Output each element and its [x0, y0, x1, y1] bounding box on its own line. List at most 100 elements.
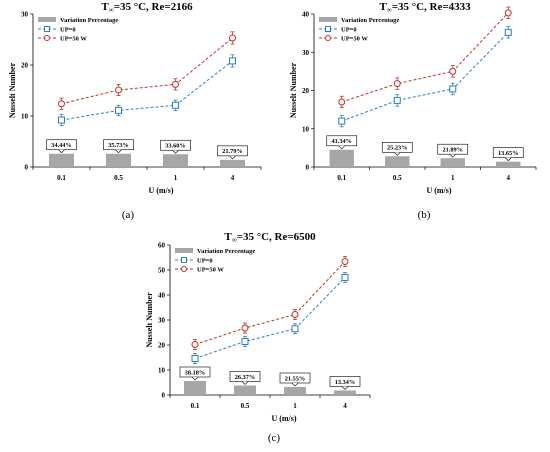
- x-axis-label: U (m/s): [148, 186, 173, 195]
- x-axis-label: U (m/s): [271, 414, 296, 423]
- x-tick-label: 4: [343, 402, 347, 410]
- legend-label: UP=50 W: [341, 36, 368, 43]
- series-point-circle: [504, 9, 512, 17]
- variation-label: 38.18%: [185, 369, 205, 376]
- variation-bar: [105, 153, 132, 167]
- variation-label: 26.37%: [235, 374, 255, 381]
- y-tick-label: 10: [158, 367, 166, 375]
- series-point-square: [172, 101, 179, 109]
- y-tick-label: 60: [158, 242, 166, 250]
- series-line-2: [194, 261, 346, 345]
- variation-label-pointer: [58, 149, 65, 154]
- series-point-circle: [191, 341, 199, 348]
- series-point-circle: [58, 100, 65, 108]
- legend-square: [181, 257, 187, 263]
- variation-bar: [496, 161, 521, 167]
- series-point-circle: [449, 67, 457, 75]
- legend-label: UP=0: [60, 27, 76, 34]
- variation-label: 25.23%: [387, 145, 407, 152]
- variation-label-pointer: [172, 150, 179, 154]
- legend-circle: [325, 35, 331, 41]
- y-tick-label: 50: [158, 267, 166, 275]
- series-point-square: [229, 57, 236, 65]
- variation-label-pointer: [338, 145, 345, 150]
- x-tick-label: 0.1: [191, 402, 200, 410]
- series-point-circle: [172, 80, 179, 88]
- variation-bar: [334, 390, 356, 395]
- series-line-1: [194, 277, 346, 359]
- variation-label-pointer: [229, 155, 236, 160]
- y-tick-label: 30: [21, 11, 29, 19]
- x-tick-label: 1: [293, 402, 297, 410]
- series-point-square: [291, 325, 299, 333]
- series-line-1: [61, 60, 233, 121]
- variation-label: 21.55%: [285, 375, 305, 382]
- x-tick-label: 1: [174, 174, 178, 182]
- variation-bar: [48, 153, 75, 167]
- series-point-circle: [115, 86, 122, 94]
- variation-bar: [284, 387, 306, 395]
- variation-label: 13.65%: [498, 150, 518, 157]
- legend-square: [44, 26, 50, 32]
- y-tick-label: 20: [21, 62, 29, 70]
- x-axis-label: U (m/s): [426, 186, 451, 195]
- y-tick-label: 30: [158, 317, 166, 325]
- legend-label: UP=50 W: [197, 267, 224, 274]
- variation-bar: [329, 149, 354, 167]
- variation-label: 33.60%: [165, 143, 185, 150]
- variation-label-pointer: [394, 152, 401, 156]
- variation-label-pointer: [341, 386, 349, 390]
- x-tick-label: 1: [451, 174, 455, 182]
- series-point-circle: [241, 324, 249, 332]
- series-point-square: [58, 116, 65, 124]
- variation-label: 21.89%: [443, 147, 463, 154]
- legend-square: [325, 26, 331, 32]
- variation-label-pointer: [449, 153, 456, 158]
- series-point-circle: [229, 34, 236, 42]
- legend-bar-swatch: [175, 248, 193, 253]
- legend-circle: [44, 35, 50, 41]
- panel-caption: (b): [418, 209, 431, 221]
- series-point-square: [241, 338, 249, 345]
- chart-panel-1: T∞=35 °C, Re=2166 0 10 20 30 0.1 0.5 1 4 U (m/s) N…: [8, 1, 262, 221]
- variation-label-pointer: [191, 376, 199, 381]
- x-tick-label: 0.1: [337, 174, 346, 182]
- y-tick-label: 20: [302, 87, 310, 95]
- series-point-circle: [338, 98, 346, 106]
- legend-bar-swatch: [319, 17, 337, 22]
- y-tick-label: 10: [302, 125, 310, 133]
- panel-caption: (a): [122, 209, 135, 221]
- variation-bar: [234, 385, 256, 395]
- variation-label: 41.34%: [332, 138, 352, 145]
- variation-label-pointer: [505, 157, 512, 162]
- series-line-1: [341, 32, 509, 122]
- y-tick-label: 0: [25, 164, 29, 172]
- y-tick-label: 40: [302, 11, 310, 19]
- legend-label: Variation Percentage: [341, 17, 399, 24]
- y-tick-label: 0: [162, 392, 166, 400]
- x-tick-label: 0.5: [241, 402, 250, 410]
- y-tick-label: 10: [21, 113, 29, 121]
- legend-label: UP=50 W: [60, 36, 87, 43]
- legend-circle: [181, 266, 187, 272]
- y-tick-label: 0: [306, 164, 310, 172]
- series-point-circle: [291, 311, 299, 318]
- panel-caption: (c): [268, 432, 281, 444]
- series-point-square: [504, 28, 512, 36]
- y-tick-label: 20: [158, 342, 166, 350]
- chart-panel-2: T∞=35 °C, Re=4333 0 10 20 30 40 0.1 0.5 1 4 U (m/s…: [289, 1, 537, 221]
- y-axis-label: Nusselt Number: [145, 292, 154, 348]
- chart-title: T∞=35 °C, Re=4333: [379, 1, 471, 14]
- legend-label: Variation Percentage: [60, 17, 118, 24]
- series-point-circle: [341, 258, 349, 265]
- series-point-circle: [393, 80, 401, 88]
- y-tick-label: 30: [302, 49, 310, 57]
- variation-bar: [385, 156, 410, 167]
- series-point-square: [338, 117, 346, 125]
- variation-label: 21.79%: [222, 148, 242, 155]
- chart-title: T∞=35 °C, Re=6500: [224, 231, 316, 244]
- x-tick-label: 0.1: [57, 174, 66, 182]
- variation-label: 13.34%: [335, 379, 355, 386]
- x-tick-label: 0.5: [393, 174, 402, 182]
- series-point-square: [449, 85, 457, 93]
